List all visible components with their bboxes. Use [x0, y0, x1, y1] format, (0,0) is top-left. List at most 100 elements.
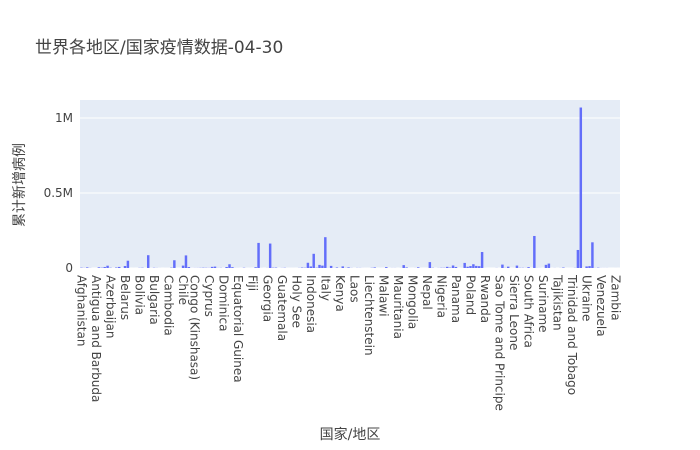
x-tick-label: Poland [463, 275, 477, 315]
y-tick-label: 0.5M [44, 186, 73, 200]
bar [477, 266, 481, 268]
x-tick-label: Mongolia [405, 275, 419, 329]
bar [576, 249, 580, 268]
x-tick-label: Nepal [420, 275, 434, 310]
bar [97, 267, 101, 268]
x-tick-label: Liechtenstein [362, 275, 376, 356]
bar [187, 267, 191, 268]
x-tick-label: South Africa [522, 275, 536, 348]
bar [225, 267, 228, 268]
y-tick-label: 1M [55, 111, 73, 125]
x-tick-label: Malawi [376, 275, 390, 317]
bar [210, 266, 214, 268]
chart-title: 世界各地区/国家疫情数据-04-30 [35, 38, 284, 58]
bar [335, 267, 339, 268]
bar [475, 265, 478, 268]
bar [126, 260, 130, 268]
x-tick-label: Equatorial Guinea [231, 275, 245, 383]
bar [405, 267, 408, 268]
bar [515, 265, 519, 268]
x-tick-label: Rwanda [478, 275, 492, 323]
x-tick-label: Venezuela [594, 275, 608, 337]
x-tick-label: Sao Tome and Principe [493, 275, 507, 411]
bar [106, 265, 109, 268]
bar [254, 267, 257, 268]
x-tick-label: Fiji [246, 275, 260, 291]
x-tick-label: Kenya [333, 275, 347, 312]
bar [385, 267, 388, 268]
bar [103, 266, 106, 268]
bar [306, 262, 310, 268]
x-axis-title: 国家/地区 [319, 427, 381, 443]
x-tick-label: Italy [318, 275, 332, 301]
bar [146, 255, 150, 268]
bar [184, 255, 188, 268]
bar [86, 267, 89, 268]
bar [428, 262, 432, 268]
bar [324, 237, 327, 268]
bar [463, 262, 466, 268]
x-tick-label: Tajikistan [551, 274, 565, 331]
bar [228, 264, 231, 268]
x-tick-label: Antigua and Barbuda [89, 275, 103, 402]
bar [506, 266, 510, 268]
bar [312, 253, 315, 268]
bar [347, 267, 350, 268]
bar [451, 265, 455, 268]
bar [231, 267, 234, 268]
plot-background [80, 100, 620, 268]
x-tick-label: Sierra Leone [507, 275, 521, 350]
bar [329, 265, 333, 268]
bar [123, 266, 127, 268]
bar [181, 265, 185, 268]
bar [402, 265, 405, 268]
bar [585, 266, 588, 268]
x-tick-label: Ukraine [580, 275, 594, 321]
x-tick-label: Holy See [289, 275, 303, 328]
bar [446, 266, 449, 268]
bar [501, 264, 504, 268]
x-tick-label: Panama [449, 275, 463, 323]
x-tick-label: Nigeria [434, 275, 448, 318]
x-tick-label: Belarus [118, 275, 132, 320]
bar [469, 266, 472, 268]
bar [309, 266, 313, 268]
bar [117, 266, 121, 268]
x-tick-label: Indonesia [304, 275, 318, 333]
x-tick-label: Congo (Kinshasa) [188, 275, 202, 380]
x-tick-label: Chile [176, 275, 190, 305]
bar [480, 252, 484, 268]
bar [213, 266, 217, 268]
x-tick-label: Dominica [217, 275, 231, 332]
bar [257, 242, 260, 268]
bar [472, 264, 475, 268]
x-tick-label: Bolivia [133, 275, 147, 315]
bar [173, 260, 176, 268]
x-tick-label: Azerbaijan [103, 275, 117, 338]
x-tick-label: Afghanistan [74, 275, 88, 346]
bar [533, 235, 536, 268]
bar [318, 264, 321, 268]
bar [416, 267, 420, 268]
x-tick-label: Trinidad and Tobago [565, 274, 579, 395]
x-tick-label: Guatemala [275, 275, 289, 341]
x-tick-label: Cambodia [162, 275, 176, 336]
x-tick-label: Zambia [609, 275, 623, 321]
bar [373, 267, 376, 268]
x-tick-label: Georgia [260, 275, 274, 322]
bar [341, 266, 344, 268]
x-tick-label: Bulgaria [147, 275, 161, 325]
bar [268, 243, 272, 268]
x-tick-label: Suriname [536, 275, 550, 333]
x-tick-label: Mauritania [391, 275, 405, 339]
x-tick-label: Cyprus [202, 275, 216, 317]
bar [591, 242, 594, 268]
bar [527, 267, 530, 268]
x-tick-label: Laos [347, 275, 361, 303]
bar [547, 263, 551, 268]
bar [544, 264, 548, 268]
y-tick-label: 0 [65, 261, 73, 275]
bar [321, 265, 324, 268]
